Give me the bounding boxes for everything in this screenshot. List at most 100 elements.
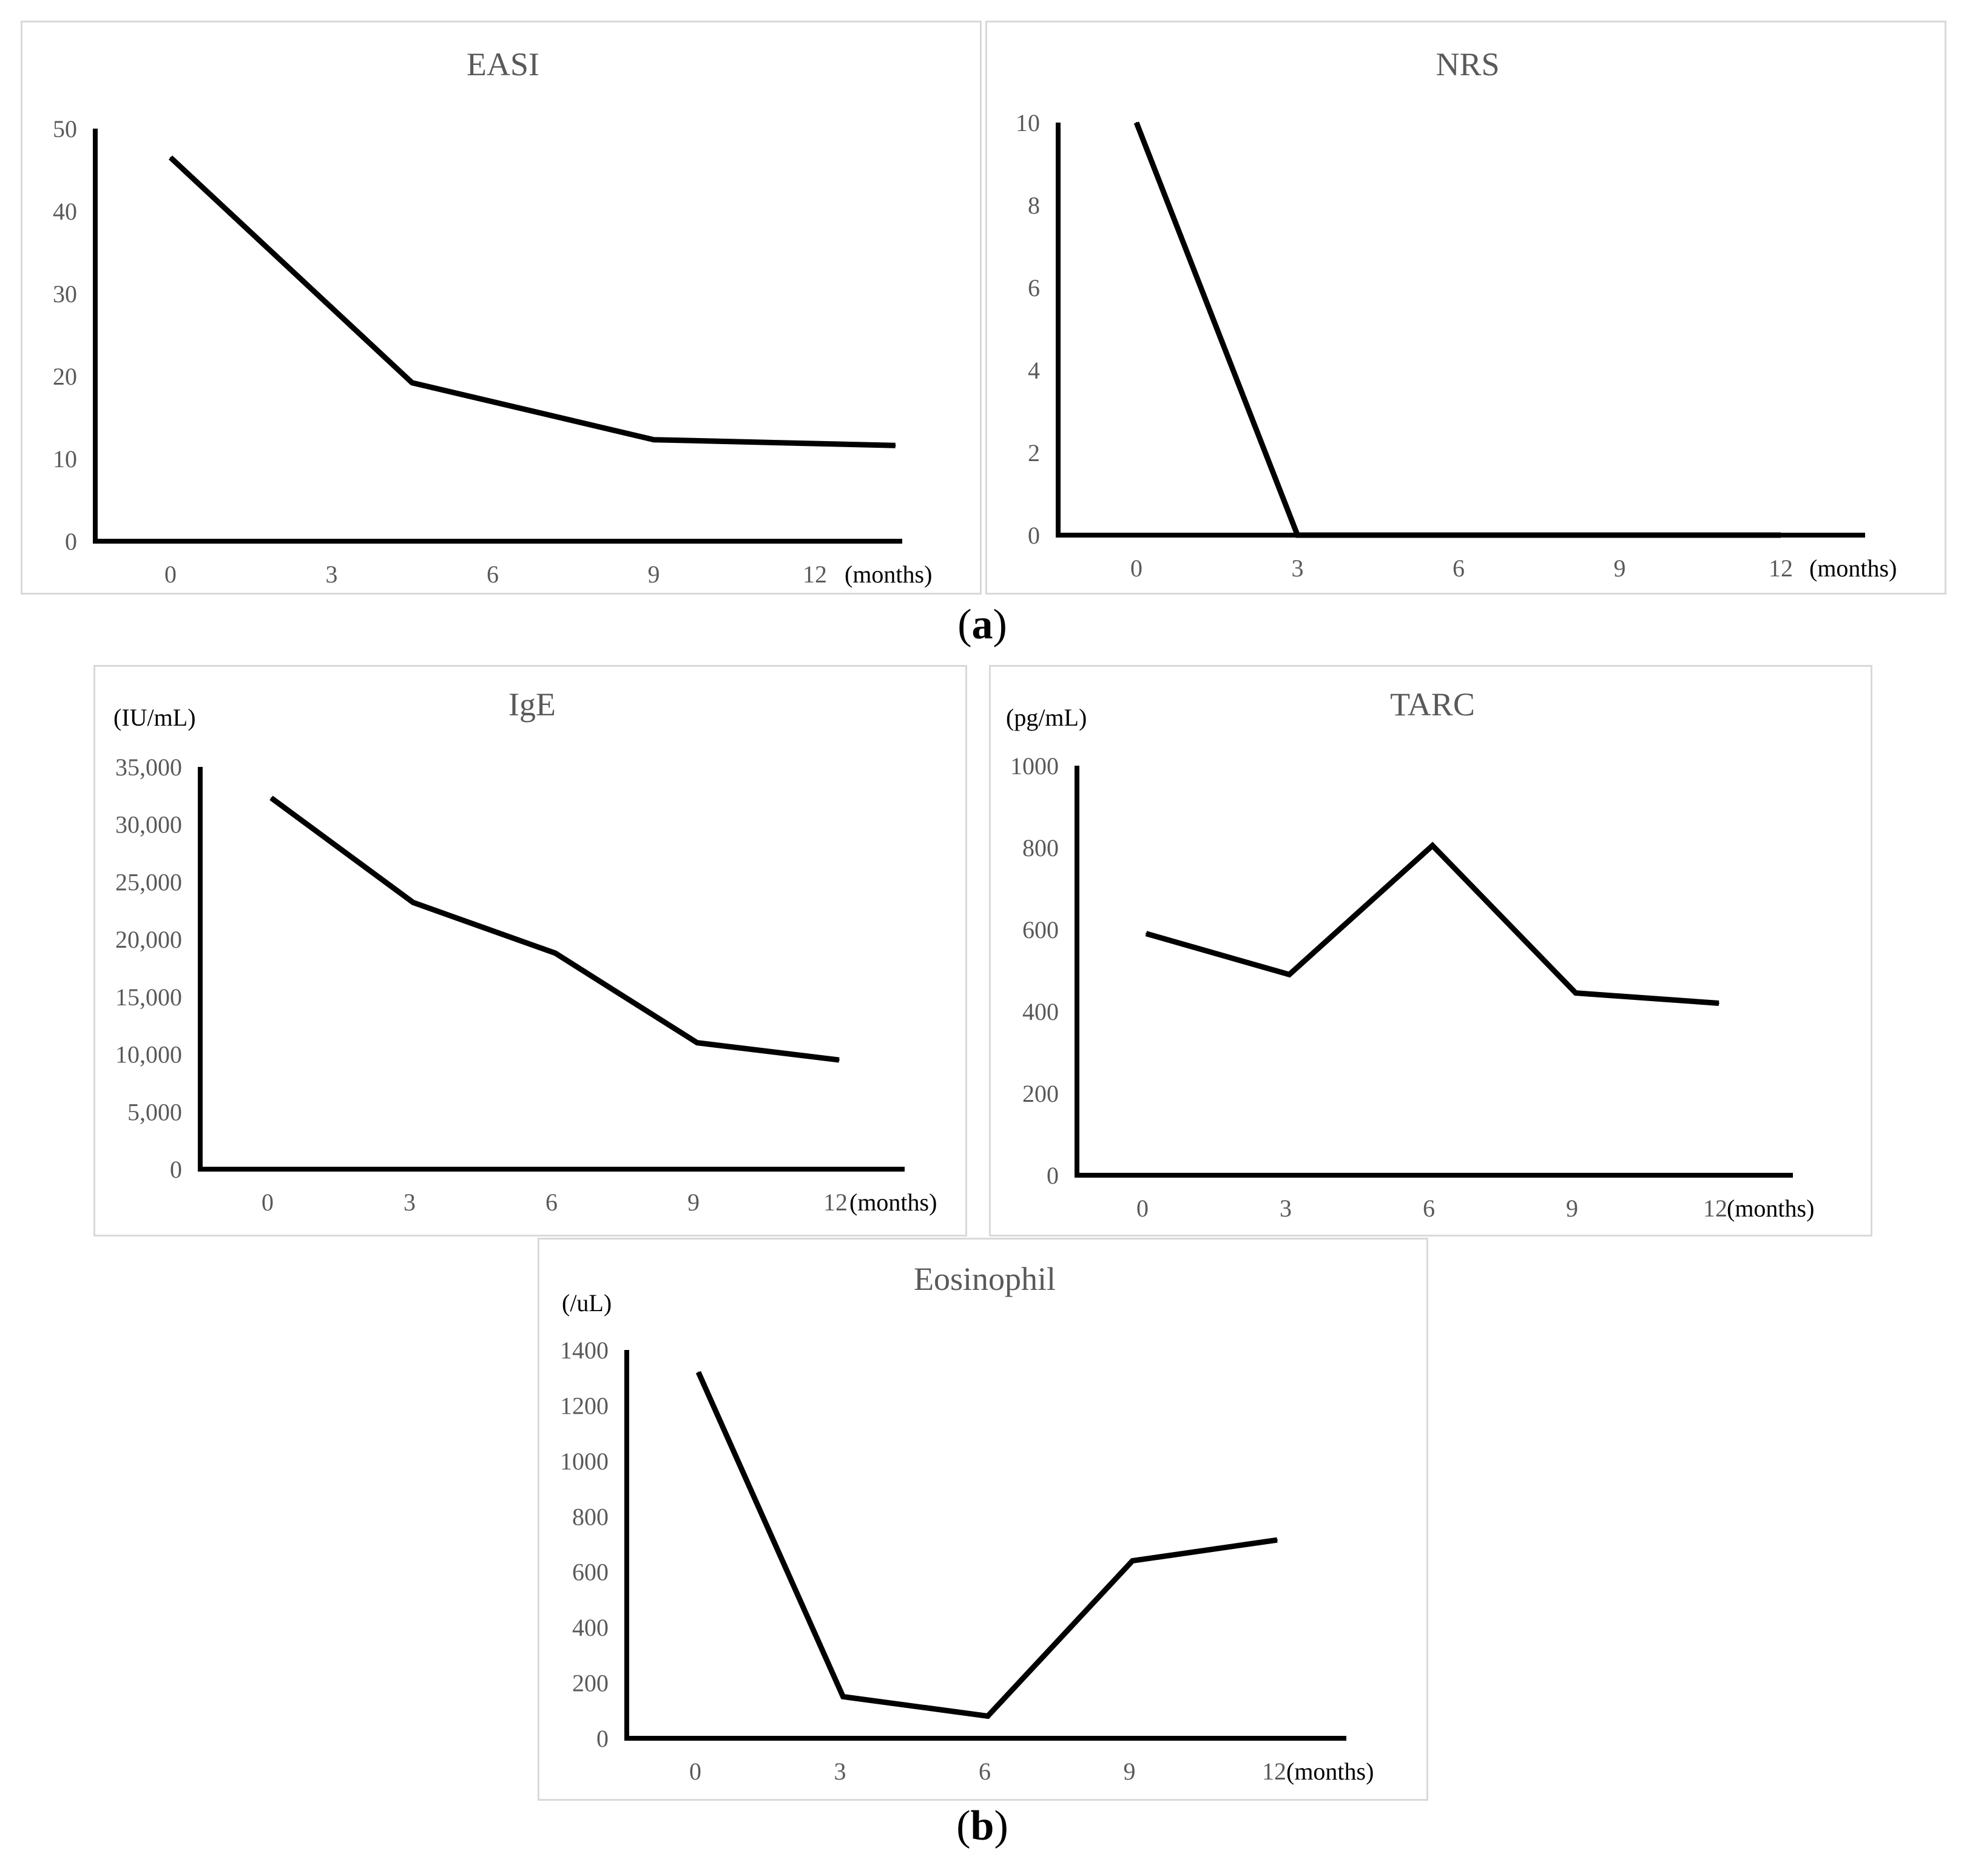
chart-eosinophil-data-point: [1277, 1539, 1278, 1541]
chart-eosinophil-series-line: [695, 1371, 1278, 1719]
chart-panel-easi: EASI 0 10 20 30 40 50 0 3 6 9 12 (months): [21, 21, 982, 595]
chart-easi-x-unit-label: (months): [845, 561, 932, 588]
chart-ige-data-point: [413, 902, 414, 903]
chart-easi-x-tick-label: 3: [326, 561, 338, 588]
chart-tarc-y-tick-label: 0: [1047, 1162, 1059, 1189]
chart-ige-y-tick-label: 15,000: [115, 984, 182, 1011]
chart-tarc-data-point: [1432, 845, 1433, 846]
chart-tarc-x-tick-label: 12: [1703, 1195, 1727, 1222]
chart-ige-y-tick-label: 10,000: [115, 1041, 182, 1068]
chart-tarc-y-tick-label: 400: [1022, 998, 1059, 1025]
chart-nrs-x-tick-label: 6: [1453, 555, 1465, 582]
chart-ige-x-tick-label: 0: [262, 1189, 274, 1216]
chart-nrs-data-point: [1780, 535, 1781, 536]
chart-ige-title: IgE: [508, 686, 556, 723]
chart-easi-y-tick-label: 10: [53, 445, 77, 473]
chart-tarc-data-point: [1289, 974, 1290, 976]
chart-eosinophil-y-tick-label: 400: [572, 1614, 609, 1641]
chart-ige-y-tick-label: 0: [170, 1156, 182, 1183]
chart-eosinophil-y-tick-label: 1200: [560, 1392, 609, 1419]
chart-ige-y-unit-label: (IU/mL): [113, 704, 196, 731]
chart-ige-x-tick-label: 3: [403, 1189, 416, 1216]
chart-tarc-x-tick-label: 3: [1280, 1195, 1292, 1222]
chart-panel-eosinophil: Eosinophil (/uL) 0 200 400 600 800 1000 1200 1400…: [538, 1238, 1428, 1801]
chart-panel-ige: IgE (IU/mL) 0 5,000 10,000 15,000 20,000 25,000…: [93, 665, 967, 1237]
chart-svg-tarc: TARC (pg/mL) 0 200 400 600 800 1000 0 3 6 9 12 (month…: [1006, 686, 1814, 1222]
chart-eosinophil-x-tick-label: 0: [689, 1758, 701, 1785]
chart-ige-x-tick-label: 9: [687, 1189, 700, 1216]
chart-nrs-x-tick-label: 9: [1614, 555, 1626, 582]
chart-nrs-y-tick-label: 6: [1028, 274, 1040, 302]
chart-eosinophil-title: Eosinophil: [914, 1261, 1056, 1297]
chart-tarc-x-tick-label: 6: [1423, 1195, 1435, 1222]
chart-eosinophil-y-tick-label: 1000: [560, 1448, 609, 1475]
chart-eosinophil-x-unit-label: (months): [1286, 1758, 1374, 1785]
chart-eosinophil-data-point: [842, 1696, 844, 1698]
chart-eosinophil-y-tick-label: 1400: [560, 1337, 609, 1364]
chart-easi-data-point: [411, 382, 413, 383]
chart-nrs-y-tick-label: 10: [1016, 109, 1040, 137]
chart-nrs-series-line: [1133, 121, 1781, 538]
chart-easi-x-tick-label: 0: [164, 561, 177, 588]
chart-nrs-y-tick-label: 4: [1028, 357, 1040, 384]
figure-label-a: (a): [957, 601, 1007, 648]
chart-easi-data-point: [894, 445, 896, 447]
chart-eosinophil-y-tick-label: 600: [572, 1559, 609, 1586]
chart-eosinophil-x-tick-label: 9: [1124, 1758, 1136, 1785]
chart-eosinophil-y-unit-label: (/uL): [562, 1289, 612, 1317]
chart-ige-x-tick-label: 6: [545, 1189, 558, 1216]
chart-svg-nrs: NRS 0 2 4 6 8 10 0 3 6 9 12 (months): [1016, 46, 1897, 582]
chart-ige-data-point: [271, 797, 272, 799]
chart-tarc-data-point: [1146, 933, 1147, 934]
chart-ige-series-line: [269, 795, 840, 1063]
chart-eosinophil-y-tick-label: 200: [572, 1670, 609, 1697]
chart-ige-x-unit-label: (months): [849, 1189, 937, 1216]
chart-nrs-y-tick-label: 2: [1028, 439, 1040, 467]
chart-tarc-x-tick-label: 9: [1566, 1195, 1578, 1222]
chart-nrs-x-tick-label: 0: [1130, 555, 1142, 582]
chart-easi-x-tick-label: 6: [487, 561, 499, 588]
chart-panel-tarc: TARC (pg/mL) 0 200 400 600 800 1000 0 3 6 9 12 (month…: [989, 665, 1872, 1237]
chart-tarc-data-point: [1575, 992, 1576, 994]
chart-ige-data-point: [697, 1042, 698, 1044]
chart-nrs-x-tick-label: 12: [1769, 555, 1793, 582]
chart-nrs-title: NRS: [1436, 46, 1499, 83]
chart-tarc-y-unit-label: (pg/mL): [1006, 704, 1087, 731]
chart-eosinophil-x-tick-label: 12: [1262, 1758, 1286, 1785]
chart-nrs-x-tick-label: 3: [1292, 555, 1304, 582]
chart-ige-y-tick-label: 35,000: [115, 754, 182, 781]
chart-svg-eosinophil: Eosinophil (/uL) 0 200 400 600 800 1000 1200 1400…: [560, 1261, 1374, 1785]
chart-ige-y-tick-label: 20,000: [115, 926, 182, 953]
chart-easi-y-tick-label: 30: [53, 280, 77, 308]
chart-easi-x-tick-label: 9: [648, 561, 660, 588]
chart-nrs-x-unit-label: (months): [1809, 555, 1897, 582]
chart-eosinophil-data-point: [987, 1715, 988, 1717]
chart-ige-data-point: [555, 952, 556, 954]
chart-easi-y-tick-label: 40: [53, 198, 77, 225]
chart-ige-y-tick-label: 30,000: [115, 811, 182, 838]
chart-easi-y-tick-label: 0: [65, 528, 77, 555]
chart-tarc-x-unit-label: (months): [1727, 1195, 1814, 1222]
chart-nrs-data-point: [1297, 535, 1298, 536]
chart-tarc-y-tick-label: 600: [1022, 916, 1059, 943]
chart-eosinophil-data-point: [698, 1371, 699, 1373]
chart-tarc-x-tick-label: 0: [1136, 1195, 1149, 1222]
chart-tarc-series-line: [1145, 842, 1719, 1006]
chart-tarc-y-tick-label: 1000: [1010, 752, 1059, 780]
chart-svg-easi: EASI 0 10 20 30 40 50 0 3 6 9 12 (months): [53, 46, 932, 588]
chart-easi-data-point: [170, 157, 171, 158]
chart-ige-x-tick-label: 12: [823, 1189, 848, 1216]
chart-ige-data-point: [839, 1059, 840, 1061]
chart-nrs-y-tick-label: 8: [1028, 192, 1040, 219]
chart-svg-ige: IgE (IU/mL) 0 5,000 10,000 15,000 20,000 25,000…: [113, 686, 937, 1216]
chart-easi-data-point: [653, 439, 655, 440]
chart-nrs-y-tick-label: 0: [1028, 522, 1040, 549]
chart-eosinophil-x-tick-label: 3: [834, 1758, 846, 1785]
chart-easi-series-line: [168, 155, 896, 448]
chart-panel-nrs: NRS 0 2 4 6 8 10 0 3 6 9 12 (months): [985, 21, 1946, 595]
chart-nrs-data-point: [1136, 122, 1137, 123]
chart-eosinophil-y-tick-label: 0: [596, 1725, 609, 1752]
figure-label-b: (b): [956, 1803, 1008, 1849]
chart-tarc-data-point: [1718, 1002, 1719, 1004]
chart-ige-y-tick-label: 5,000: [127, 1098, 182, 1125]
